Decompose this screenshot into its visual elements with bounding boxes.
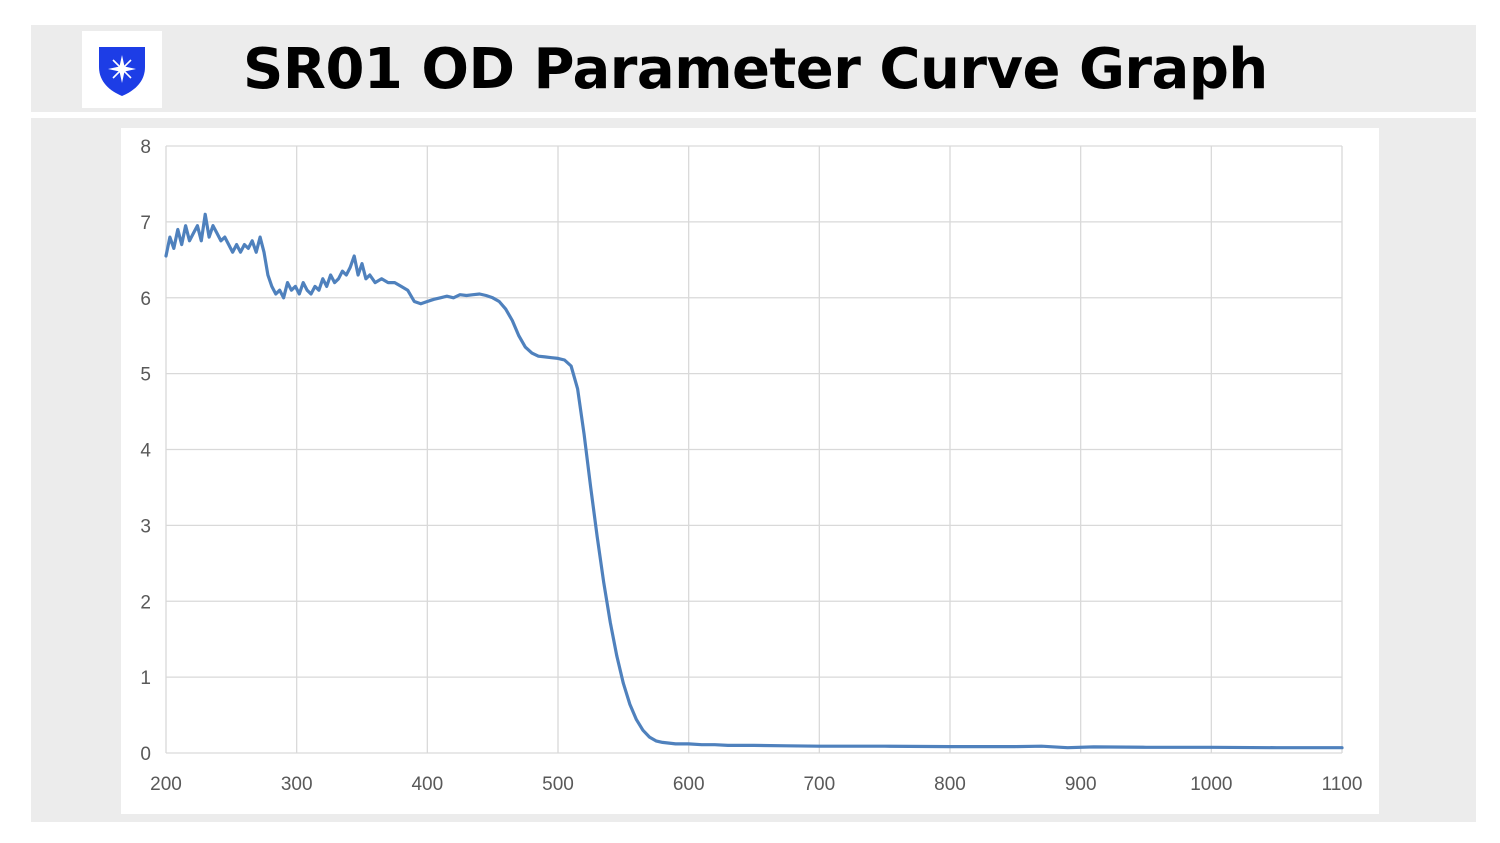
page-title: SR01 OD Parameter Curve Graph xyxy=(243,37,1268,102)
shield-sparkle-icon xyxy=(99,46,145,96)
x-tick-label: 1000 xyxy=(1190,774,1232,795)
y-tick-label: 4 xyxy=(140,441,151,462)
y-tick-label: 0 xyxy=(140,744,151,765)
y-tick-label: 7 xyxy=(140,213,151,234)
logo xyxy=(82,31,162,108)
y-tick-label: 3 xyxy=(140,516,151,537)
x-tick-label: 200 xyxy=(150,774,182,795)
x-tick-label: 500 xyxy=(542,774,574,795)
y-tick-label: 1 xyxy=(140,668,151,689)
grid-layer xyxy=(165,145,1343,754)
tick-label-layer: 0 1 2 3 4 5 6 7 8 200 300 400 500 600 700 800 900 1000 110… xyxy=(140,137,1362,795)
y-tick-label: 6 xyxy=(140,289,151,310)
header-band xyxy=(31,25,1476,112)
x-tick-label: 800 xyxy=(934,774,966,795)
x-tick-label: 600 xyxy=(673,774,705,795)
chart-panel xyxy=(121,128,1379,814)
x-tick-label: 900 xyxy=(1065,774,1097,795)
od-series-line xyxy=(164,212,1344,750)
x-tick-label: 300 xyxy=(281,774,313,795)
y-tick-label: 8 xyxy=(140,137,151,158)
line-layer xyxy=(164,212,1344,750)
x-tick-label: 400 xyxy=(411,774,443,795)
y-tick-label: 5 xyxy=(140,365,151,386)
y-tick-label: 2 xyxy=(140,592,151,613)
x-tick-label: 700 xyxy=(803,774,835,795)
x-tick-label: 1100 xyxy=(1322,774,1363,795)
